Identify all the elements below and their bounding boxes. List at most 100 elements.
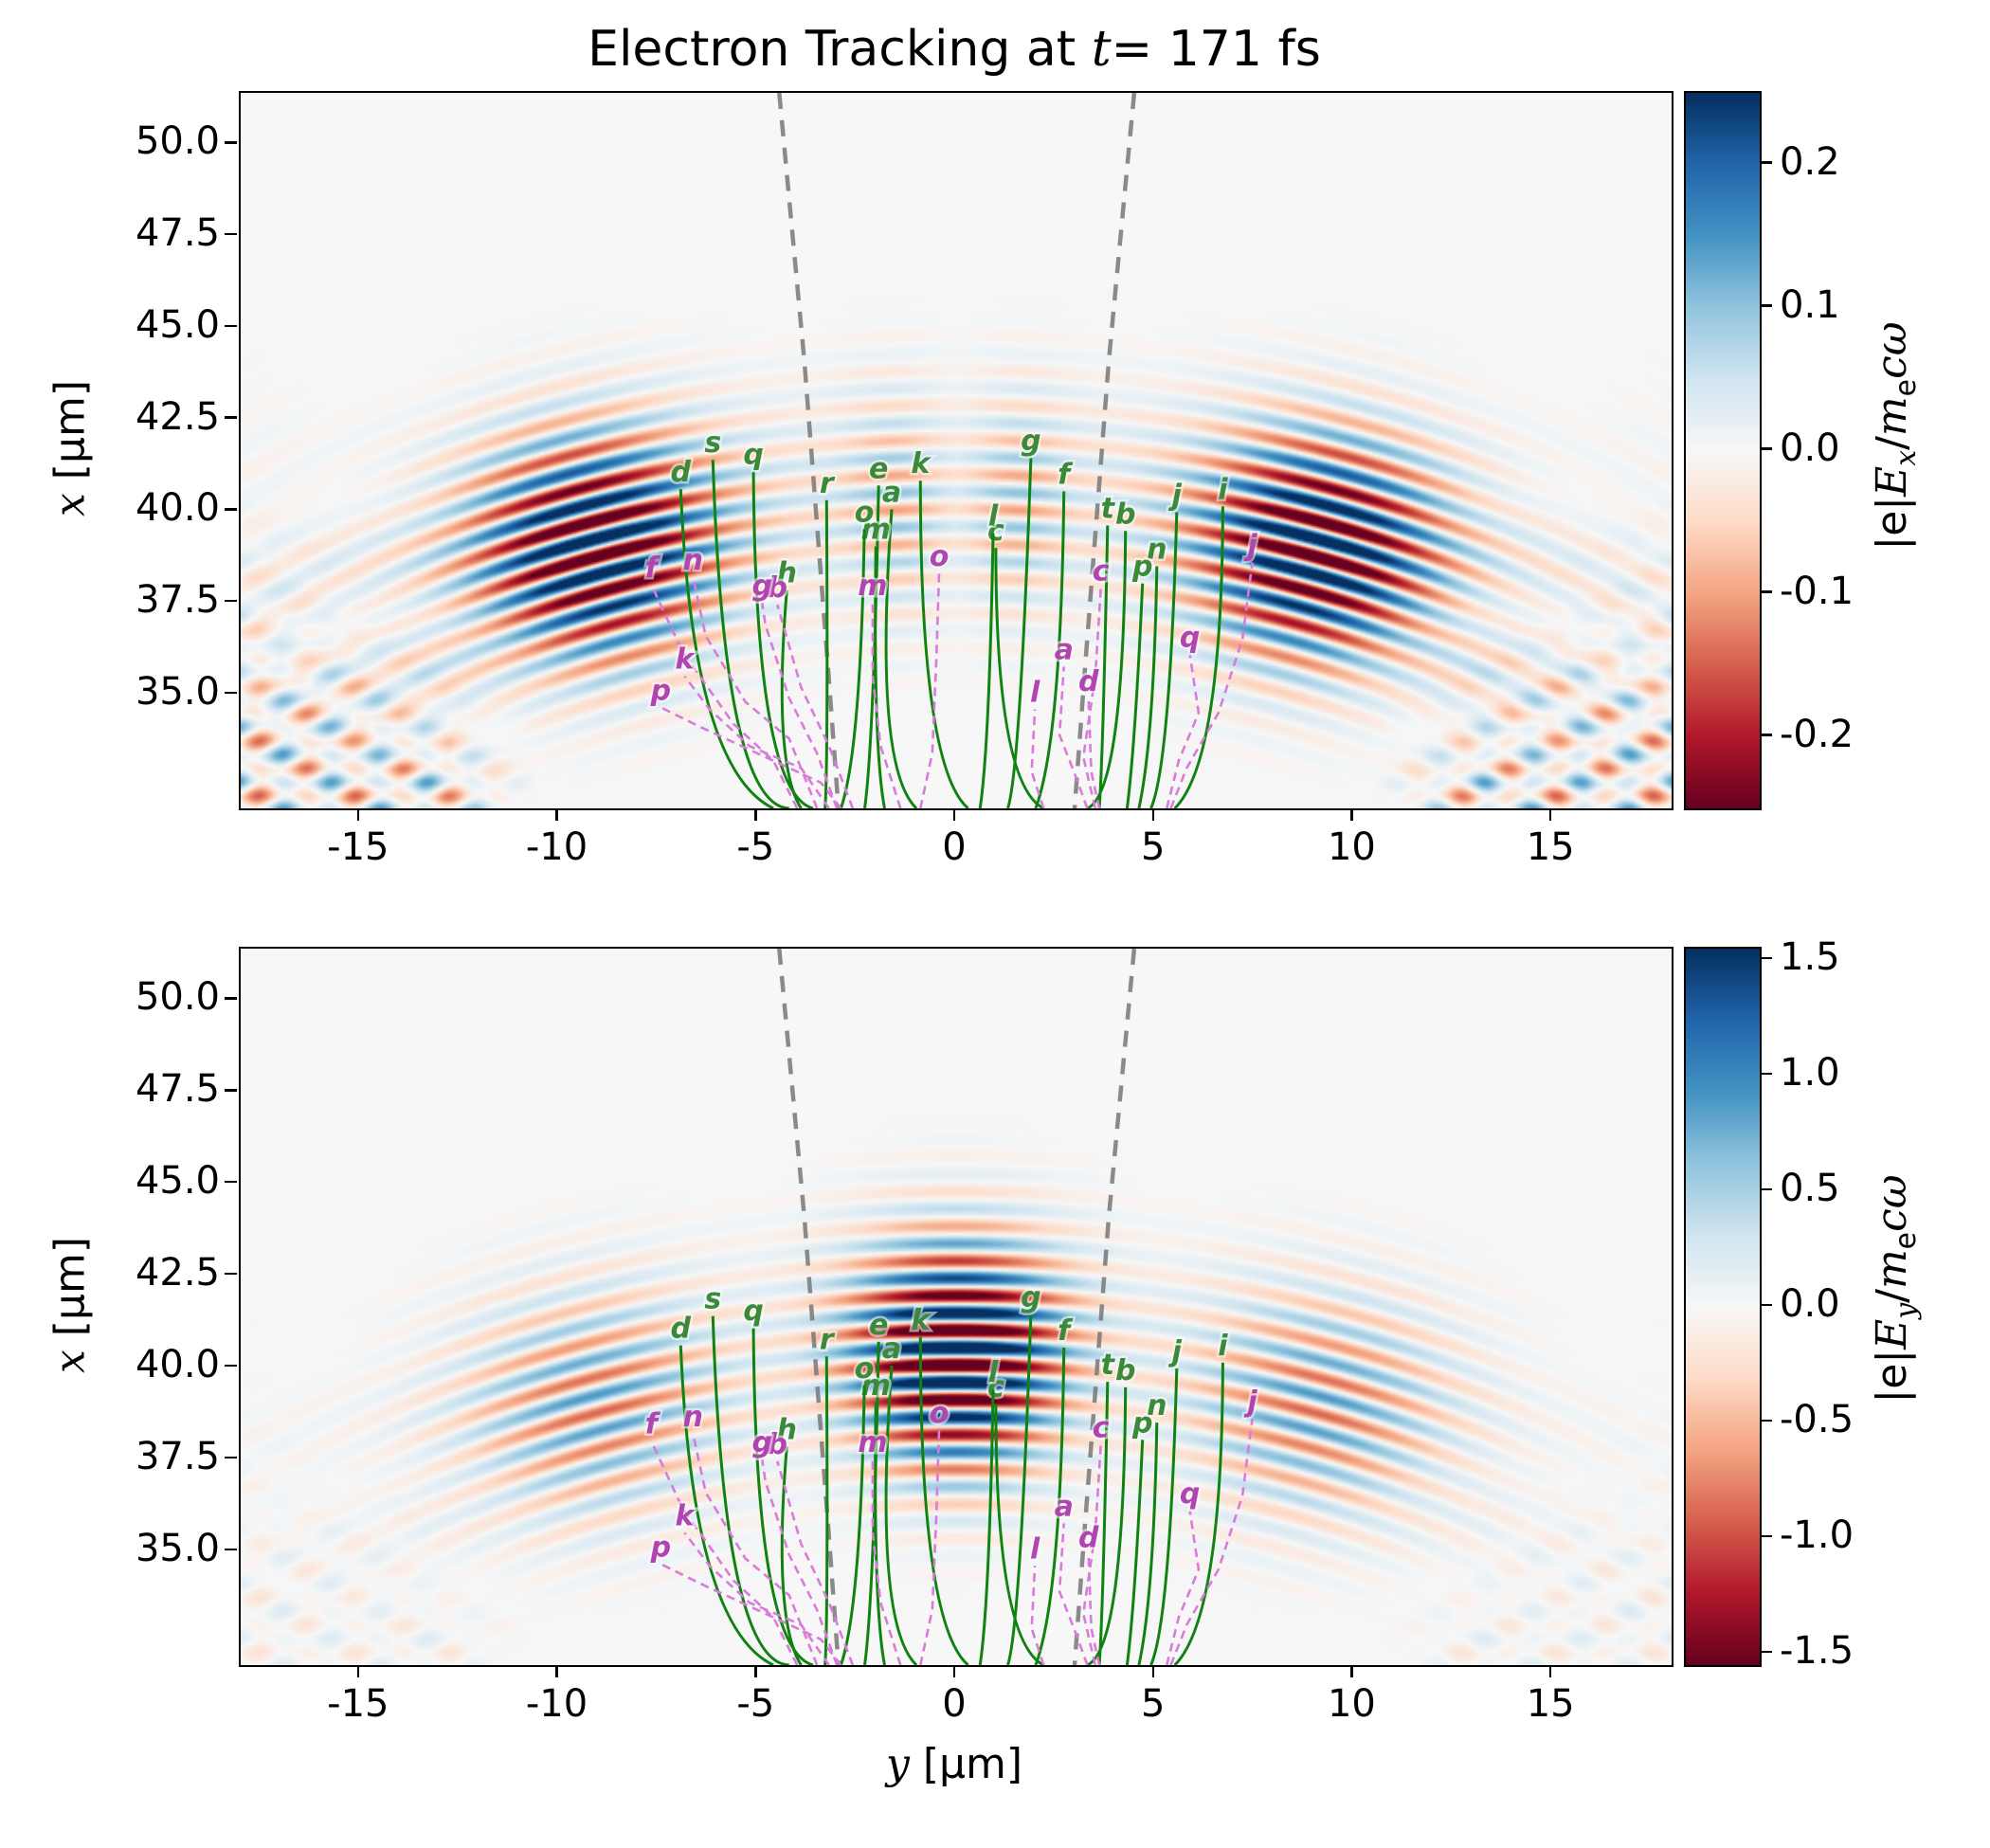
track-label-magenta-l: l [1030,677,1040,710]
track-label-green-j: j [1168,480,1183,513]
xlabel: y [μm] [239,1740,1670,1788]
track-label-green-i: i [1218,1330,1228,1363]
y-tick-label: 45.0 [135,302,220,347]
y-tick-label: 47.5 [135,211,220,255]
x-tick-label: 5 [1140,825,1166,869]
colorbar-tick-label: 0.2 [1780,139,1840,184]
y-tick [225,997,237,1000]
electron-track-green-a [884,509,918,808]
track-label-green-e: e [869,1309,888,1342]
track-label-magenta-p: p [650,1531,671,1564]
track-label-green-p: p [1131,551,1152,584]
colorbar-tick-label: 0.0 [1780,1282,1840,1326]
electron-track-green-n [1137,566,1159,808]
x-tick-label: 15 [1526,1682,1575,1726]
electron-track-green-m [874,546,886,808]
track-label-green-j: j [1168,1335,1183,1368]
y-tick-label: 37.5 [135,1434,220,1478]
colorbar-tick [1760,590,1772,593]
track-label-magenta-b: b [768,571,787,605]
track-label-green-d: d [671,1313,692,1346]
title-prefix: Electron Tracking at [588,21,1092,78]
y-tick [225,691,237,695]
track-label-green-f: f [1058,459,1074,492]
x-tick [1350,1665,1353,1677]
y-tick-label: 45.0 [135,1159,220,1204]
x-tick-label: -15 [327,1682,389,1726]
electron-track-green-b [1086,1386,1128,1665]
y-tick [225,416,237,419]
colorbar-tick [1760,161,1772,164]
x-tick-label: -5 [736,1682,775,1726]
colorbar-tick [1760,1650,1772,1654]
track-label-magenta-b: b [768,1428,787,1461]
track-label-green-p: p [1131,1406,1152,1440]
electron-track-magenta-d [1087,698,1101,808]
electron-track-green-l [978,1389,995,1665]
electron-track-green-k [918,480,969,808]
colorbar-tick [1760,304,1772,307]
x-tick-label: 10 [1327,1682,1376,1726]
track-label-magenta-g: g [752,1426,772,1459]
electron-track-green-s [711,460,789,808]
y-tick [225,141,237,144]
track-label-green-g: g [1021,425,1040,458]
track-label-magenta-c: c [1093,1411,1110,1444]
x-tick [555,808,558,821]
x-tick [356,808,360,821]
electron-track-green-e [863,485,880,808]
x-tick-label: -5 [736,825,775,869]
track-label-magenta-f: f [645,552,661,585]
colorbar-tick-label: -0.2 [1780,712,1854,756]
electron-track-magenta-g [761,1458,839,1665]
track-label-magenta-k: k [676,643,696,677]
track-label-magenta-j: j [1243,1386,1257,1419]
electron-track-magenta-f [650,1440,799,1665]
track-label-magenta-o: o [930,1397,950,1430]
electron-track-green-a [884,1365,918,1665]
track-label-green-a: a [882,1332,901,1366]
xlabel-unit: [μm] [909,1740,1023,1788]
heatmap-ey-canvas [241,949,1672,1665]
cb-label-m: m [1868,1249,1917,1290]
track-label-green-r: r [820,467,836,500]
track-label-green-t: t [1101,1349,1116,1382]
electron-track-green-c [994,1404,1045,1665]
colorbar-tick [1760,1187,1772,1191]
track-label-magenta-n: n [683,544,703,577]
colorbar-tick [1760,734,1772,736]
cb-label-sym: E [1868,465,1917,497]
cone-line-right [1072,949,1137,1665]
colorbar-ey [1684,947,1762,1667]
colorbar-tick-label: -1.0 [1780,1513,1854,1557]
cb-label-msub: e [1889,378,1923,397]
x-tick-label: -10 [525,825,588,869]
electron-track-green-n [1137,1422,1159,1665]
colorbar-tick-label: 0.0 [1780,426,1840,470]
y-tick [225,1364,237,1368]
electron-track-green-j [1149,1368,1179,1665]
electron-track-magenta-f [650,584,799,808]
colorbar-ey-gradient [1686,949,1760,1665]
electron-track-magenta-q [1166,654,1201,808]
x-tick [1548,808,1552,821]
x-tick-label: -15 [327,825,389,869]
track-label-green-h: h [777,557,797,590]
title-suffix: = 171 fs [1111,21,1321,78]
track-label-magenta-c: c [1093,555,1110,589]
track-label-green-o: o [855,496,875,529]
track-label-green-r: r [820,1323,836,1356]
y-tick-label: 42.5 [135,1251,220,1295]
electron-track-magenta-l [1030,709,1045,808]
electron-track-green-b [1086,531,1128,808]
track-label-green-h: h [777,1413,797,1446]
y-tick-label: 50.0 [135,119,220,164]
y-tick [225,324,237,328]
x-tick [754,808,757,821]
electron-track-green-e [863,1341,880,1665]
electron-track-green-q [751,1328,814,1665]
electron-track-magenta-d [1087,1554,1101,1665]
track-label-green-i: i [1218,473,1228,506]
